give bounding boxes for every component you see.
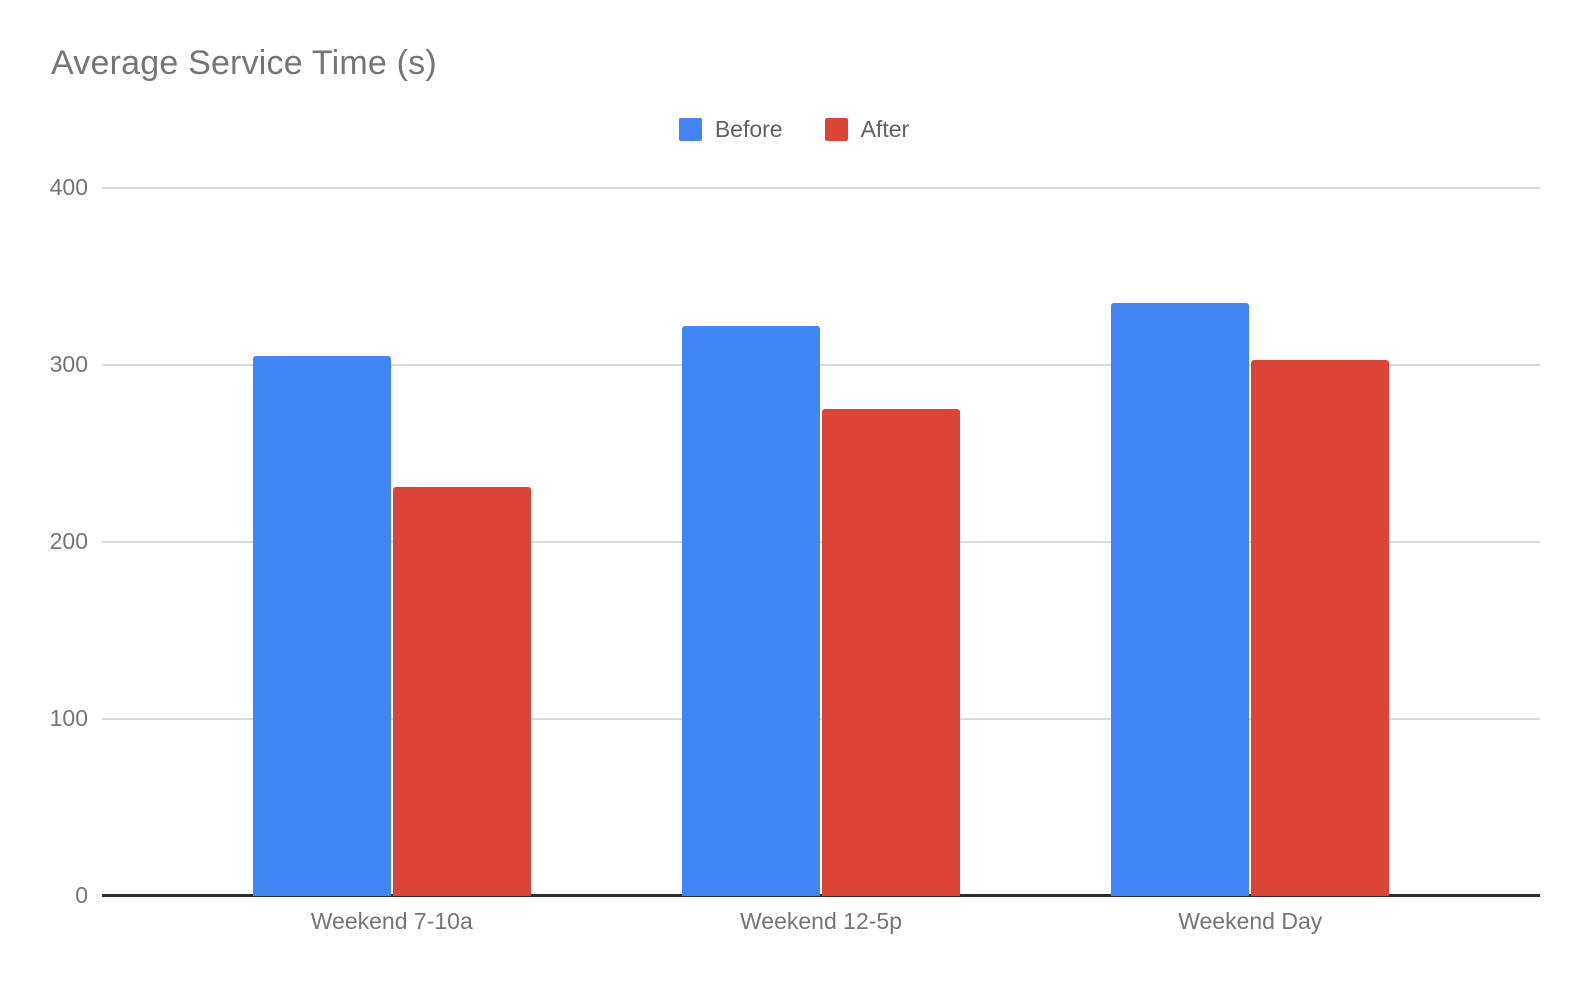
gridline-100 [102,718,1540,720]
gridline-300 [102,364,1540,366]
bar-before-weekend-12-5p [682,326,820,896]
bar-after-weekend-day [1251,359,1390,896]
gridline-200 [102,541,1540,543]
legend-swatch-after [824,118,848,141]
y-axis-label-0: 0 [75,882,88,908]
x-axis-label-weekend-12-5p: Weekend 12-5p [740,908,902,934]
x-axis-label-weekend-day: Weekend Day [1178,908,1323,934]
legend-label-after: After [860,116,910,142]
bar-before-weekend-7-10a [252,356,391,896]
bar-after-weekend-7-10a [392,487,531,896]
chart-legend: Before After [0,116,1588,143]
x-axis-label-weekend-7-10a: Weekend 7-10a [310,908,473,934]
bar-after-weekend-12-5p [822,409,960,896]
y-axis-label-200: 200 [49,528,88,554]
legend-item-before: Before [678,116,783,143]
legend-item-after: After [824,116,910,143]
x-axis-line [102,894,1540,897]
gridline-400 [102,187,1540,189]
legend-label-before: Before [714,116,783,142]
legend-swatch-before [678,118,702,141]
plot-area: 0 100 200 300 400 Weekend 7-10a Weekend 12-5p W… [50,176,1540,934]
chart-title: Average Service Time (s) [51,44,437,82]
bar-before-weekend-day [1111,303,1250,896]
y-axis-label-300: 300 [49,351,88,377]
y-axis-label-100: 100 [49,705,88,731]
y-axis-label-400: 400 [49,174,88,200]
